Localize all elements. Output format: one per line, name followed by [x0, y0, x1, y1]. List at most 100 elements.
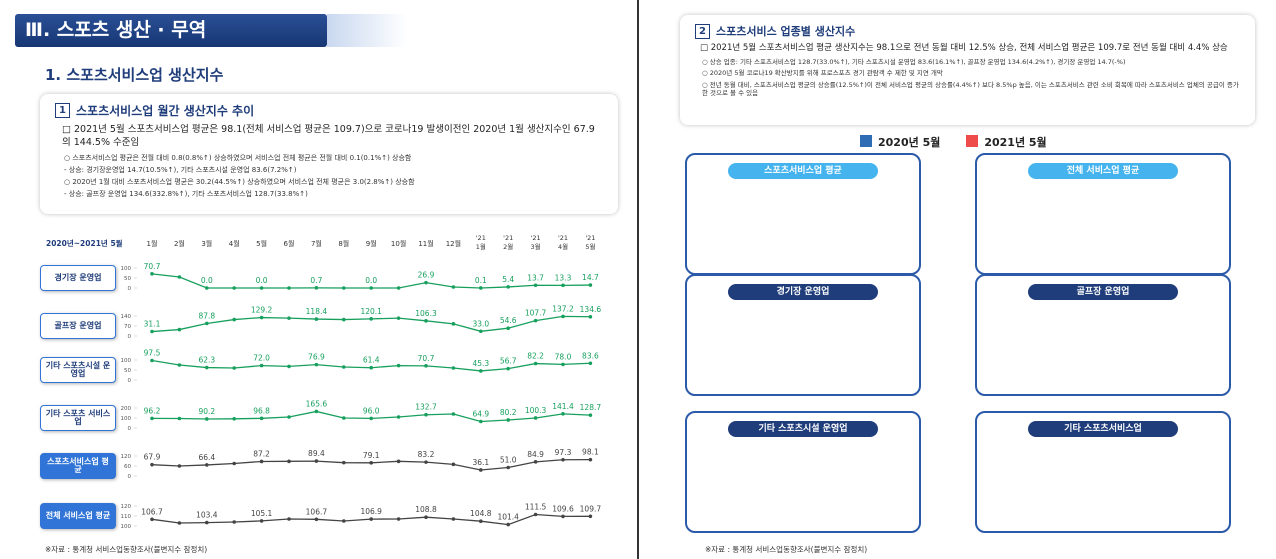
month-label: 4월 [558, 242, 568, 251]
point [369, 517, 374, 521]
value-label: 96.2 [144, 406, 161, 415]
point [205, 365, 209, 370]
value-label: 132.7 [415, 403, 437, 412]
value-label: 96.8 [253, 406, 270, 415]
value-label: 14.7 [582, 273, 599, 282]
point [506, 366, 511, 371]
point [588, 283, 593, 287]
source: ※자료 : 통계청 서비스업동향조사(불변지수 잠정치) [705, 545, 868, 554]
y-tick-label: 100 [121, 524, 132, 530]
point [451, 517, 456, 521]
point [424, 364, 428, 368]
point [232, 317, 236, 322]
value-label: 109.6 [552, 504, 574, 513]
point [451, 412, 456, 416]
point [259, 286, 264, 290]
value-label: 104.8 [470, 509, 492, 518]
point [479, 468, 483, 472]
legend-item: 2020년 5월 [860, 134, 940, 150]
value-label: 0.7 [310, 276, 322, 285]
box-title: 스포츠서비스업 월간 생산지수 추이 [76, 104, 255, 118]
y-tick-label: 100 [121, 358, 132, 364]
point [177, 327, 182, 332]
point [533, 361, 538, 366]
y-tick-label: 0 [128, 378, 132, 384]
summary: □ 2021년 5월 스포츠서비스업 평균은 98.1(전체 서비스업 평균은 … [62, 124, 595, 149]
box-title-row: 1 스포츠서비스업 월간 생산지수 추이 [55, 102, 618, 119]
point [287, 286, 291, 290]
row-label: 골프장 운영업 [40, 313, 116, 339]
point [424, 412, 428, 417]
point [287, 316, 291, 320]
year-prefix: '21 [531, 234, 541, 242]
point [314, 362, 319, 367]
chart-title: 기타 스포츠시설 운영업 [728, 421, 878, 437]
period-label: 2020년~2021년 5월 [46, 238, 123, 248]
value-label: 134.6 [580, 305, 602, 314]
row-label: 전체 서비스업 평균 [40, 503, 116, 529]
y-tick-label: 120 [121, 504, 132, 510]
chart-title: 경기장 운영업 [728, 284, 878, 300]
point [588, 457, 593, 462]
value-label: 31.1 [144, 320, 161, 329]
value-label: 103.4 [196, 511, 218, 520]
value-label: 111.5 [525, 503, 547, 512]
point [588, 514, 593, 519]
y-tick-label: 120 [121, 454, 132, 460]
point [479, 329, 483, 334]
value-label: 90.2 [198, 407, 215, 416]
chart-title: 골프장 운영업 [1028, 284, 1178, 300]
y-tick-label: 60 [124, 464, 131, 470]
value-label: 128.7 [580, 403, 602, 412]
point [561, 314, 565, 319]
point [342, 460, 346, 465]
value-label: 83.2 [418, 450, 435, 459]
value-label: 61.4 [363, 356, 380, 365]
detail-line: ○ 2020년 5월 코로나19 확산방지를 위해 프로스포츠 경기 관람객 수… [702, 69, 943, 78]
point [205, 321, 209, 326]
y-tick-label: 200 [121, 406, 132, 412]
chart-title: 전체 서비스업 평균 [1028, 163, 1178, 179]
year-prefix: '21 [558, 234, 568, 242]
value-label: 137.2 [552, 304, 574, 313]
detail-line: ○ 전년 동월 대비, 스포츠서비스업 평균의 상승률(12.5%↑)이 전체 … [702, 80, 1239, 98]
row-label: 스포츠서비스업 평균 [40, 453, 116, 479]
month-label: 10월 [391, 239, 406, 248]
y-tick-label: 0 [128, 474, 132, 480]
point [205, 286, 209, 290]
value-label: 106.7 [141, 507, 163, 516]
point [287, 459, 291, 464]
point [259, 315, 264, 320]
year-prefix: '21 [476, 234, 486, 242]
point [259, 363, 264, 368]
point [561, 457, 565, 462]
chart-card: 스포츠서비스업 평균 [685, 153, 921, 275]
point [205, 520, 209, 525]
section-title: 1. 스포츠서비스업 생산지수 [45, 66, 224, 84]
point [506, 465, 511, 470]
point [369, 365, 374, 370]
month-label: 7월 [311, 239, 322, 248]
month-label: 1월 [147, 239, 158, 248]
month-label: 1월 [476, 242, 486, 251]
y-tick-label: 110 [121, 514, 132, 520]
point [177, 275, 182, 279]
point [342, 519, 346, 523]
y-tick-label: 50 [124, 368, 131, 374]
point [232, 417, 236, 421]
month-label: 5월 [256, 239, 267, 248]
value-label: 83.6 [582, 351, 599, 360]
point [342, 317, 346, 322]
point [287, 364, 291, 369]
point [533, 416, 538, 420]
point [533, 318, 538, 323]
legend-item: 2021년 5월 [966, 134, 1047, 150]
right-number: 2 [695, 23, 710, 39]
point [396, 517, 401, 521]
header: Ⅲ. 스포츠 생산 · 무역 [15, 14, 327, 47]
point [314, 517, 319, 522]
chart-card: 골프장 운영업 [975, 274, 1231, 396]
point [369, 416, 374, 421]
value-label: 118.4 [306, 307, 328, 316]
detail-line: - 상승: 골프장 운영업 134.6(332.8%↑), 기타 스포츠서비스업… [64, 189, 308, 198]
